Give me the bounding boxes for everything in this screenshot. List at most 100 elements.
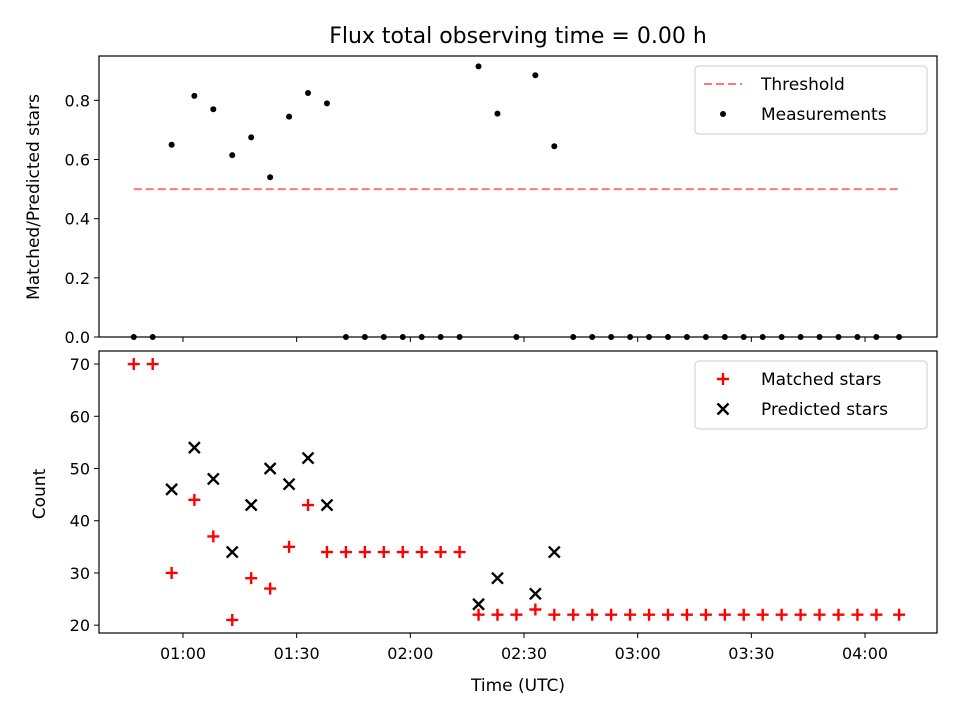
measurements-legend-handle bbox=[720, 111, 726, 117]
matched-stars-point bbox=[699, 608, 712, 621]
predicted-stars-point bbox=[225, 545, 239, 559]
measurements-point bbox=[210, 106, 217, 113]
measurements-point bbox=[323, 100, 330, 107]
bottom-x-tick-label: 03:30 bbox=[728, 644, 774, 663]
top-y-tick-label: 0.6 bbox=[65, 151, 90, 170]
measurements-point bbox=[835, 334, 842, 340]
predicted-stars-point bbox=[188, 441, 201, 454]
matched-stars-point bbox=[567, 608, 580, 621]
matched-stars-point bbox=[283, 540, 296, 553]
matched-stars-point bbox=[510, 608, 523, 621]
measurements-point bbox=[589, 334, 596, 340]
measurements-point bbox=[229, 152, 236, 159]
matched-stars-point bbox=[302, 499, 315, 512]
measurements-point bbox=[778, 334, 785, 340]
matched-stars-point bbox=[358, 546, 371, 559]
bottom-panel: Count Time (UTC) 20 30 40 50 60 70 01:00 01:30 0… bbox=[30, 350, 938, 696]
matched-stars-point bbox=[661, 608, 674, 621]
matched-stars-point bbox=[643, 608, 656, 621]
predicted-stars-point bbox=[206, 472, 220, 486]
predicted-stars-legend-handle bbox=[716, 402, 730, 416]
matched-stars-point bbox=[491, 608, 504, 621]
bottom-plot-area: 20 30 40 50 60 70 01:00 01:30 02:00 02:30 03:00 03:… bbox=[70, 350, 938, 663]
measurements-point bbox=[627, 334, 634, 340]
matched-stars-point bbox=[548, 608, 561, 621]
predicted-stars-point bbox=[547, 545, 561, 559]
matched-stars-point bbox=[165, 566, 178, 579]
measurements-point bbox=[532, 72, 539, 79]
matched-stars-point bbox=[756, 608, 769, 621]
top-y-tick-label: 0.4 bbox=[65, 210, 90, 229]
matched-stars-point bbox=[529, 603, 542, 616]
measurements-point bbox=[399, 334, 406, 340]
measurements-point bbox=[740, 334, 747, 340]
measurements-point bbox=[380, 334, 387, 340]
measurements-point bbox=[797, 334, 804, 340]
measurements-point bbox=[267, 174, 274, 181]
matched-stars-point bbox=[737, 608, 750, 621]
measurements-point bbox=[494, 110, 501, 117]
top-legend-box bbox=[694, 65, 928, 135]
bottom-y-tick-label: 30 bbox=[70, 564, 90, 583]
matched-stars-point bbox=[586, 608, 599, 621]
matched-stars-point bbox=[472, 608, 485, 621]
predicted-stars-point bbox=[472, 597, 485, 611]
matched-stars-point bbox=[680, 608, 693, 621]
bottom-x-tick-label: 02:30 bbox=[501, 644, 547, 663]
measurements-point bbox=[608, 334, 615, 340]
bottom-y-tick-label: 50 bbox=[70, 460, 90, 479]
matched-stars-point bbox=[245, 572, 258, 585]
matched-stars-point bbox=[415, 546, 428, 559]
matched-stars-point bbox=[320, 546, 333, 559]
measurements-point bbox=[361, 334, 368, 340]
matched-stars-point bbox=[851, 608, 864, 621]
measurements-point bbox=[286, 113, 293, 120]
matched-stars-point bbox=[377, 546, 390, 559]
measurements-point bbox=[475, 63, 482, 70]
predicted-stars-point bbox=[244, 498, 258, 512]
bottom-x-tick-label: 02:00 bbox=[387, 644, 433, 663]
matched-stars-point bbox=[396, 546, 409, 559]
threshold-legend-label: Threshold bbox=[760, 75, 845, 95]
predicted-stars-legend-label: Predicted stars bbox=[761, 400, 888, 420]
bottom-legend: Matched stars Predicted stars bbox=[694, 360, 928, 430]
matched-stars-point bbox=[264, 582, 277, 595]
x-axis-label: Time (UTC) bbox=[470, 676, 565, 696]
bottom-y-tick-label: 60 bbox=[70, 407, 90, 426]
predicted-stars-point bbox=[282, 477, 296, 491]
top-panel: Matched/Predicted stars 0.0 0.2 0.4 0.6 0.8 T… bbox=[24, 55, 938, 347]
bottom-marks bbox=[127, 358, 906, 626]
predicted-stars-point bbox=[263, 462, 277, 475]
chart-title: Flux total observing time = 0.00 h bbox=[329, 24, 707, 49]
matched-stars-point bbox=[188, 493, 201, 506]
measurements-point bbox=[664, 334, 671, 340]
measurements-point bbox=[854, 334, 861, 340]
measurements-point bbox=[191, 92, 198, 99]
matched-stars-point bbox=[718, 608, 731, 621]
top-y-tick-label: 0.0 bbox=[65, 328, 90, 347]
matched-stars-point bbox=[127, 358, 140, 371]
measurements-point bbox=[130, 334, 137, 340]
measurements-point bbox=[816, 334, 823, 340]
top-marks bbox=[130, 63, 903, 340]
measurements-point bbox=[248, 134, 255, 141]
measurements-point bbox=[149, 334, 156, 340]
top-legend: Threshold Measurements bbox=[694, 65, 928, 135]
bottom-x-tick-label: 04:00 bbox=[842, 644, 888, 663]
bottom-y-tick-label: 70 bbox=[70, 355, 90, 374]
top-y-tick-label: 0.2 bbox=[65, 269, 90, 288]
measurements-point bbox=[456, 334, 463, 340]
matched-stars-point bbox=[813, 608, 826, 621]
matched-stars-point bbox=[893, 608, 906, 621]
measurements-point bbox=[168, 141, 175, 148]
measurements-point bbox=[896, 334, 903, 340]
matched-stars-point bbox=[870, 608, 883, 621]
bottom-y-tick-label: 20 bbox=[70, 616, 90, 635]
bottom-x-tick-label: 01:00 bbox=[160, 644, 206, 663]
predicted-stars-point bbox=[491, 571, 504, 585]
matched-stars-point bbox=[207, 530, 220, 543]
bottom-y-tick-label: 40 bbox=[70, 512, 90, 531]
matched-stars-point bbox=[624, 608, 637, 621]
matched-stars-point bbox=[832, 608, 845, 621]
matched-stars-point bbox=[339, 546, 352, 559]
